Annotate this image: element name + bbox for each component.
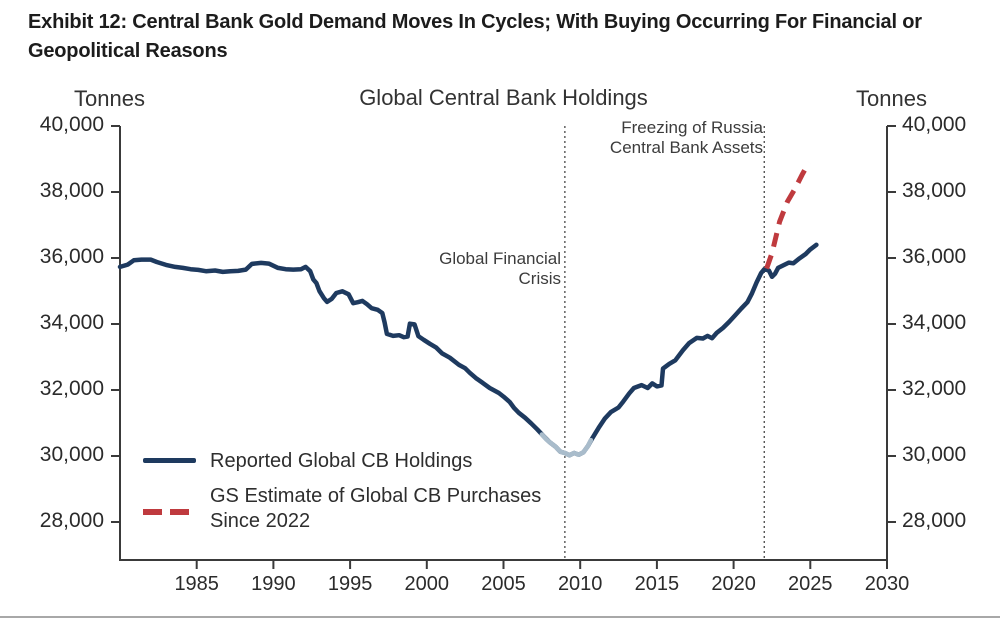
- y-axis-label-left: 28,000: [39, 509, 104, 532]
- y-axis-label-right: 34,000: [902, 311, 967, 334]
- annotation-line: Freezing of Russia: [621, 118, 763, 137]
- y-axis-label-right: 36,000: [902, 245, 967, 268]
- legend-label-line: Since 2022: [210, 510, 311, 532]
- legend-gs-estimate-dash-sample: [143, 509, 191, 515]
- y-axis-label-left: 30,000: [39, 443, 104, 466]
- y-axis-label-left: 40,000: [39, 113, 104, 136]
- y-axis-label-left: 36,000: [39, 245, 104, 268]
- chart-title: Global Central Bank Holdings: [359, 85, 648, 110]
- x-axis-label: 2020: [711, 573, 756, 595]
- x-axis-label: 2025: [788, 573, 833, 595]
- legend-label-line: GS Estimate of Global CB Purchases: [210, 485, 542, 507]
- y-axis-label-left: 32,000: [39, 377, 104, 400]
- x-axis-label: 1985: [174, 573, 219, 595]
- y-axis-label-right: 28,000: [902, 509, 967, 532]
- y-axis-label-right: 30,000: [902, 443, 967, 466]
- x-axis-label: 2000: [404, 573, 450, 595]
- annotation-line: Central Bank Assets: [609, 138, 763, 157]
- legend-reported-line-sample: [143, 458, 196, 463]
- exhibit-title: Exhibit 12: Central Bank Gold Demand Mov…: [28, 11, 922, 62]
- y-axis-label-right: 32,000: [902, 377, 967, 400]
- legend-label-reported: Reported Global CB Holdings: [210, 450, 473, 472]
- right-axis-unit-label: Tonnes: [856, 86, 927, 111]
- x-axis-label: 2005: [481, 573, 526, 595]
- x-axis-label: 2030: [864, 573, 910, 595]
- bottom-divider: [0, 616, 1000, 618]
- annotation-global-financial-crisis: Global Financial Crisis: [439, 249, 561, 289]
- annotation-freezing-russia-assets: Freezing of Russia Central Bank Assets: [610, 118, 763, 158]
- x-axis-label: 2010: [557, 573, 603, 595]
- x-axis-label: 2015: [634, 573, 680, 595]
- annotation-line: Crisis: [518, 269, 562, 288]
- left-axis-unit-label: Tonnes: [74, 86, 145, 111]
- y-axis-label-left: 38,000: [39, 179, 104, 202]
- y-axis-label-left: 34,000: [39, 311, 104, 334]
- y-axis-label-right: 40,000: [902, 113, 967, 136]
- legend-label-gs-estimate: GS Estimate of Global CB Purchases Since…: [210, 484, 541, 534]
- x-axis-label: 1990: [251, 573, 296, 595]
- y-axis-label-right: 38,000: [902, 179, 967, 202]
- x-axis-label: 1995: [327, 573, 373, 595]
- annotation-line: Global Financial: [439, 249, 561, 268]
